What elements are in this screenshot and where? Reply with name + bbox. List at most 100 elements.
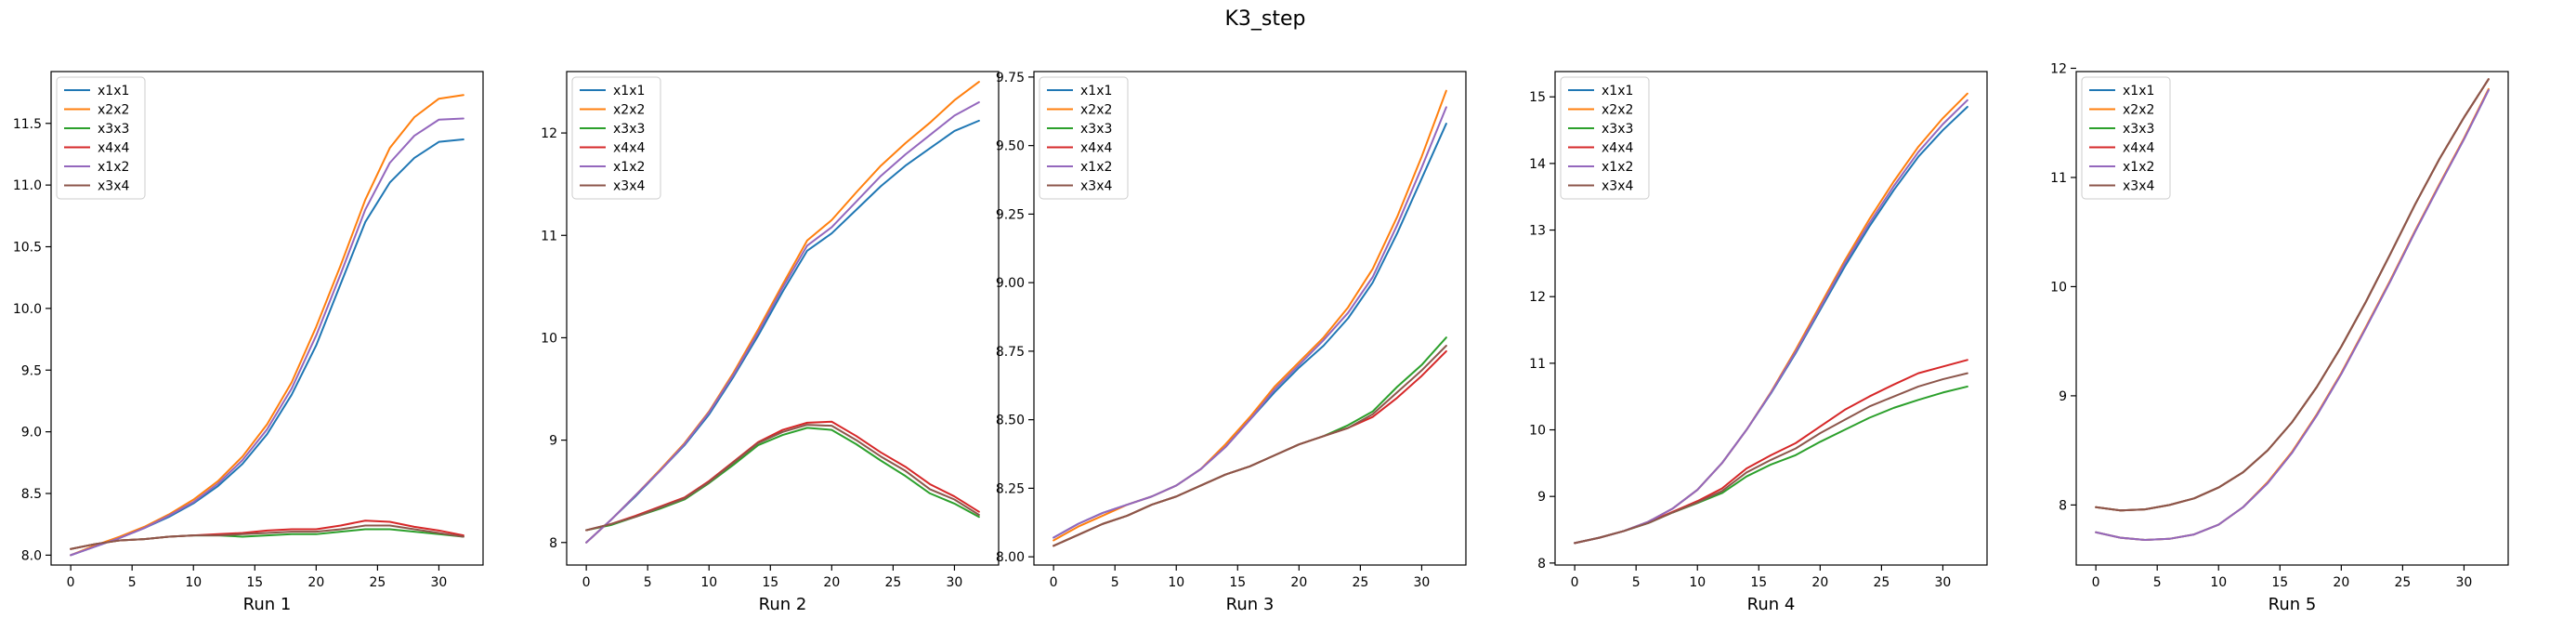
- legend-box: [2081, 76, 2171, 200]
- x-tick-label: 25: [884, 575, 901, 590]
- x-tick-label: 10: [1689, 575, 1706, 590]
- y-tick-label: 8.25: [996, 481, 1025, 496]
- series-line-x1x2: [585, 101, 980, 544]
- legend: x1x1 x2x2 x3x3 x4x4 x1x2 x3x4: [1039, 76, 1129, 200]
- legend-label: x3x4: [1080, 179, 1112, 194]
- x-tick-label: 10: [1168, 575, 1184, 590]
- x-tick-label: 5: [644, 575, 652, 590]
- legend-label: x1x1: [1080, 84, 1112, 99]
- legend: x1x1 x2x2 x3x3 x4x4 x1x2 x3x4: [571, 76, 661, 200]
- x-tick-label: 25: [2394, 575, 2411, 590]
- x-tick-label: 15: [762, 575, 778, 590]
- y-tick-label: 14: [1529, 157, 1546, 172]
- x-axis-label: Run 1: [243, 595, 292, 614]
- x-tick-label: 30: [1935, 575, 1952, 590]
- legend-label: x1x2: [1602, 160, 1633, 175]
- x-tick-label: 20: [823, 575, 840, 590]
- legend-box: [1039, 76, 1129, 200]
- series-line-x4x4: [585, 420, 980, 532]
- series-line-x3x4: [1053, 345, 1447, 547]
- x-tick-label: 20: [1811, 575, 1828, 590]
- x-tick-label: 5: [1111, 575, 1119, 590]
- y-tick-label: 12: [2050, 61, 2067, 76]
- axes-frame: [2075, 71, 2509, 566]
- legend-label: x3x3: [1602, 122, 1633, 137]
- y-tick-label: 8: [2059, 498, 2067, 513]
- x-tick-label: 30: [947, 575, 963, 590]
- x-tick-label: 30: [431, 575, 448, 590]
- y-tick-label: 9: [549, 434, 557, 449]
- x-tick-label: 0: [582, 575, 591, 590]
- legend-label: x1x2: [98, 160, 129, 175]
- series-group: [70, 94, 464, 557]
- legend-label: x1x1: [1602, 84, 1633, 99]
- legend-label: x3x3: [1080, 122, 1112, 137]
- y-tick-label: 11: [541, 229, 557, 243]
- legend-label: x1x2: [1080, 160, 1112, 175]
- y-tick-label: 9.75: [996, 71, 1025, 85]
- series-group: [1574, 92, 1968, 545]
- axes-frame: [1033, 71, 1467, 566]
- y-tick-label: 11.0: [13, 178, 42, 193]
- legend-label: x3x3: [2123, 122, 2154, 137]
- y-tick-label: 10.5: [13, 241, 42, 256]
- x-tick-label: 0: [67, 575, 75, 590]
- x-tick-label: 25: [1873, 575, 1890, 590]
- legend-label: x1x1: [98, 84, 129, 99]
- x-axis-label: Run 3: [1226, 595, 1275, 614]
- y-tick-label: 8.75: [996, 345, 1025, 360]
- legend-label: x4x4: [1080, 141, 1112, 156]
- y-tick-label: 10: [1529, 424, 1546, 439]
- series-line-x3x4: [585, 424, 980, 532]
- x-tick-label: 10: [185, 575, 202, 590]
- legend-label: x4x4: [1602, 141, 1633, 156]
- legend-label: x1x2: [2123, 160, 2154, 175]
- legend-label: x1x1: [613, 84, 645, 99]
- legend-label: x2x2: [1602, 103, 1633, 118]
- y-tick-label: 8.50: [996, 414, 1025, 428]
- x-tick-label: 5: [1632, 575, 1641, 590]
- axes-frame: [1554, 71, 1988, 566]
- y-tick-label: 9.5: [21, 363, 42, 378]
- y-tick-label: 9: [1537, 490, 1546, 505]
- x-axis-label: Run 4: [1747, 595, 1796, 614]
- x-tick-label: 30: [2456, 575, 2473, 590]
- x-tick-label: 5: [128, 575, 137, 590]
- y-tick-label: 10.0: [13, 302, 42, 317]
- x-tick-label: 15: [1750, 575, 1767, 590]
- series-line-x2x2: [70, 94, 464, 557]
- series-group: [585, 81, 980, 544]
- legend: x1x1 x2x2 x3x3 x4x4 x1x2 x3x4: [1560, 76, 1650, 200]
- legend-label: x3x3: [613, 122, 645, 137]
- legend-box: [571, 76, 661, 200]
- subplot-1: 0 5 10 15 20 25 30 8.0 8.5 9.0 9.5 10.0 10.5 11.0 11.5…: [13, 71, 484, 614]
- legend-label: x4x4: [98, 141, 129, 156]
- series-group: [1053, 89, 1447, 547]
- subplots-container: 0 5 10 15 20 25 30 8.0 8.5 9.0 9.5 10.0 10.5 11.0 11.5…: [13, 61, 2509, 614]
- y-tick-label: 11.5: [13, 117, 42, 132]
- legend-label: x3x4: [98, 179, 129, 194]
- x-tick-label: 20: [2333, 575, 2349, 590]
- subplot-2: 0 5 10 15 20 25 30 8 9 10 11 12 Run 2 x1x1 x2x2 x3x3 x4x…: [541, 71, 1000, 614]
- y-tick-label: 11: [2050, 171, 2067, 186]
- series-line-x1x2: [70, 117, 464, 557]
- y-tick-label: 9.00: [996, 276, 1025, 291]
- axes-frame: [566, 71, 1000, 566]
- x-tick-label: 20: [307, 575, 324, 590]
- subplot-5: 0 5 10 15 20 25 30 8 9 10 11 12 Run 5 x1x1 x2x2 x3x3 x4x…: [2050, 61, 2509, 614]
- y-tick-label: 10: [2050, 280, 2067, 295]
- x-tick-label: 25: [1352, 575, 1368, 590]
- series-line-x3x4: [2095, 78, 2490, 512]
- y-tick-label: 10: [541, 331, 557, 346]
- x-tick-label: 0: [1050, 575, 1058, 590]
- legend-label: x3x4: [1602, 179, 1633, 194]
- y-tick-label: 9.50: [996, 139, 1025, 154]
- legend-label: x3x4: [613, 179, 645, 194]
- y-tick-label: 15: [1529, 90, 1546, 105]
- legend-label: x2x2: [613, 103, 645, 118]
- y-tick-label: 8.0: [21, 548, 42, 563]
- y-tick-label: 9: [2059, 389, 2067, 404]
- y-tick-label: 9.0: [21, 426, 42, 440]
- x-tick-label: 10: [2210, 575, 2227, 590]
